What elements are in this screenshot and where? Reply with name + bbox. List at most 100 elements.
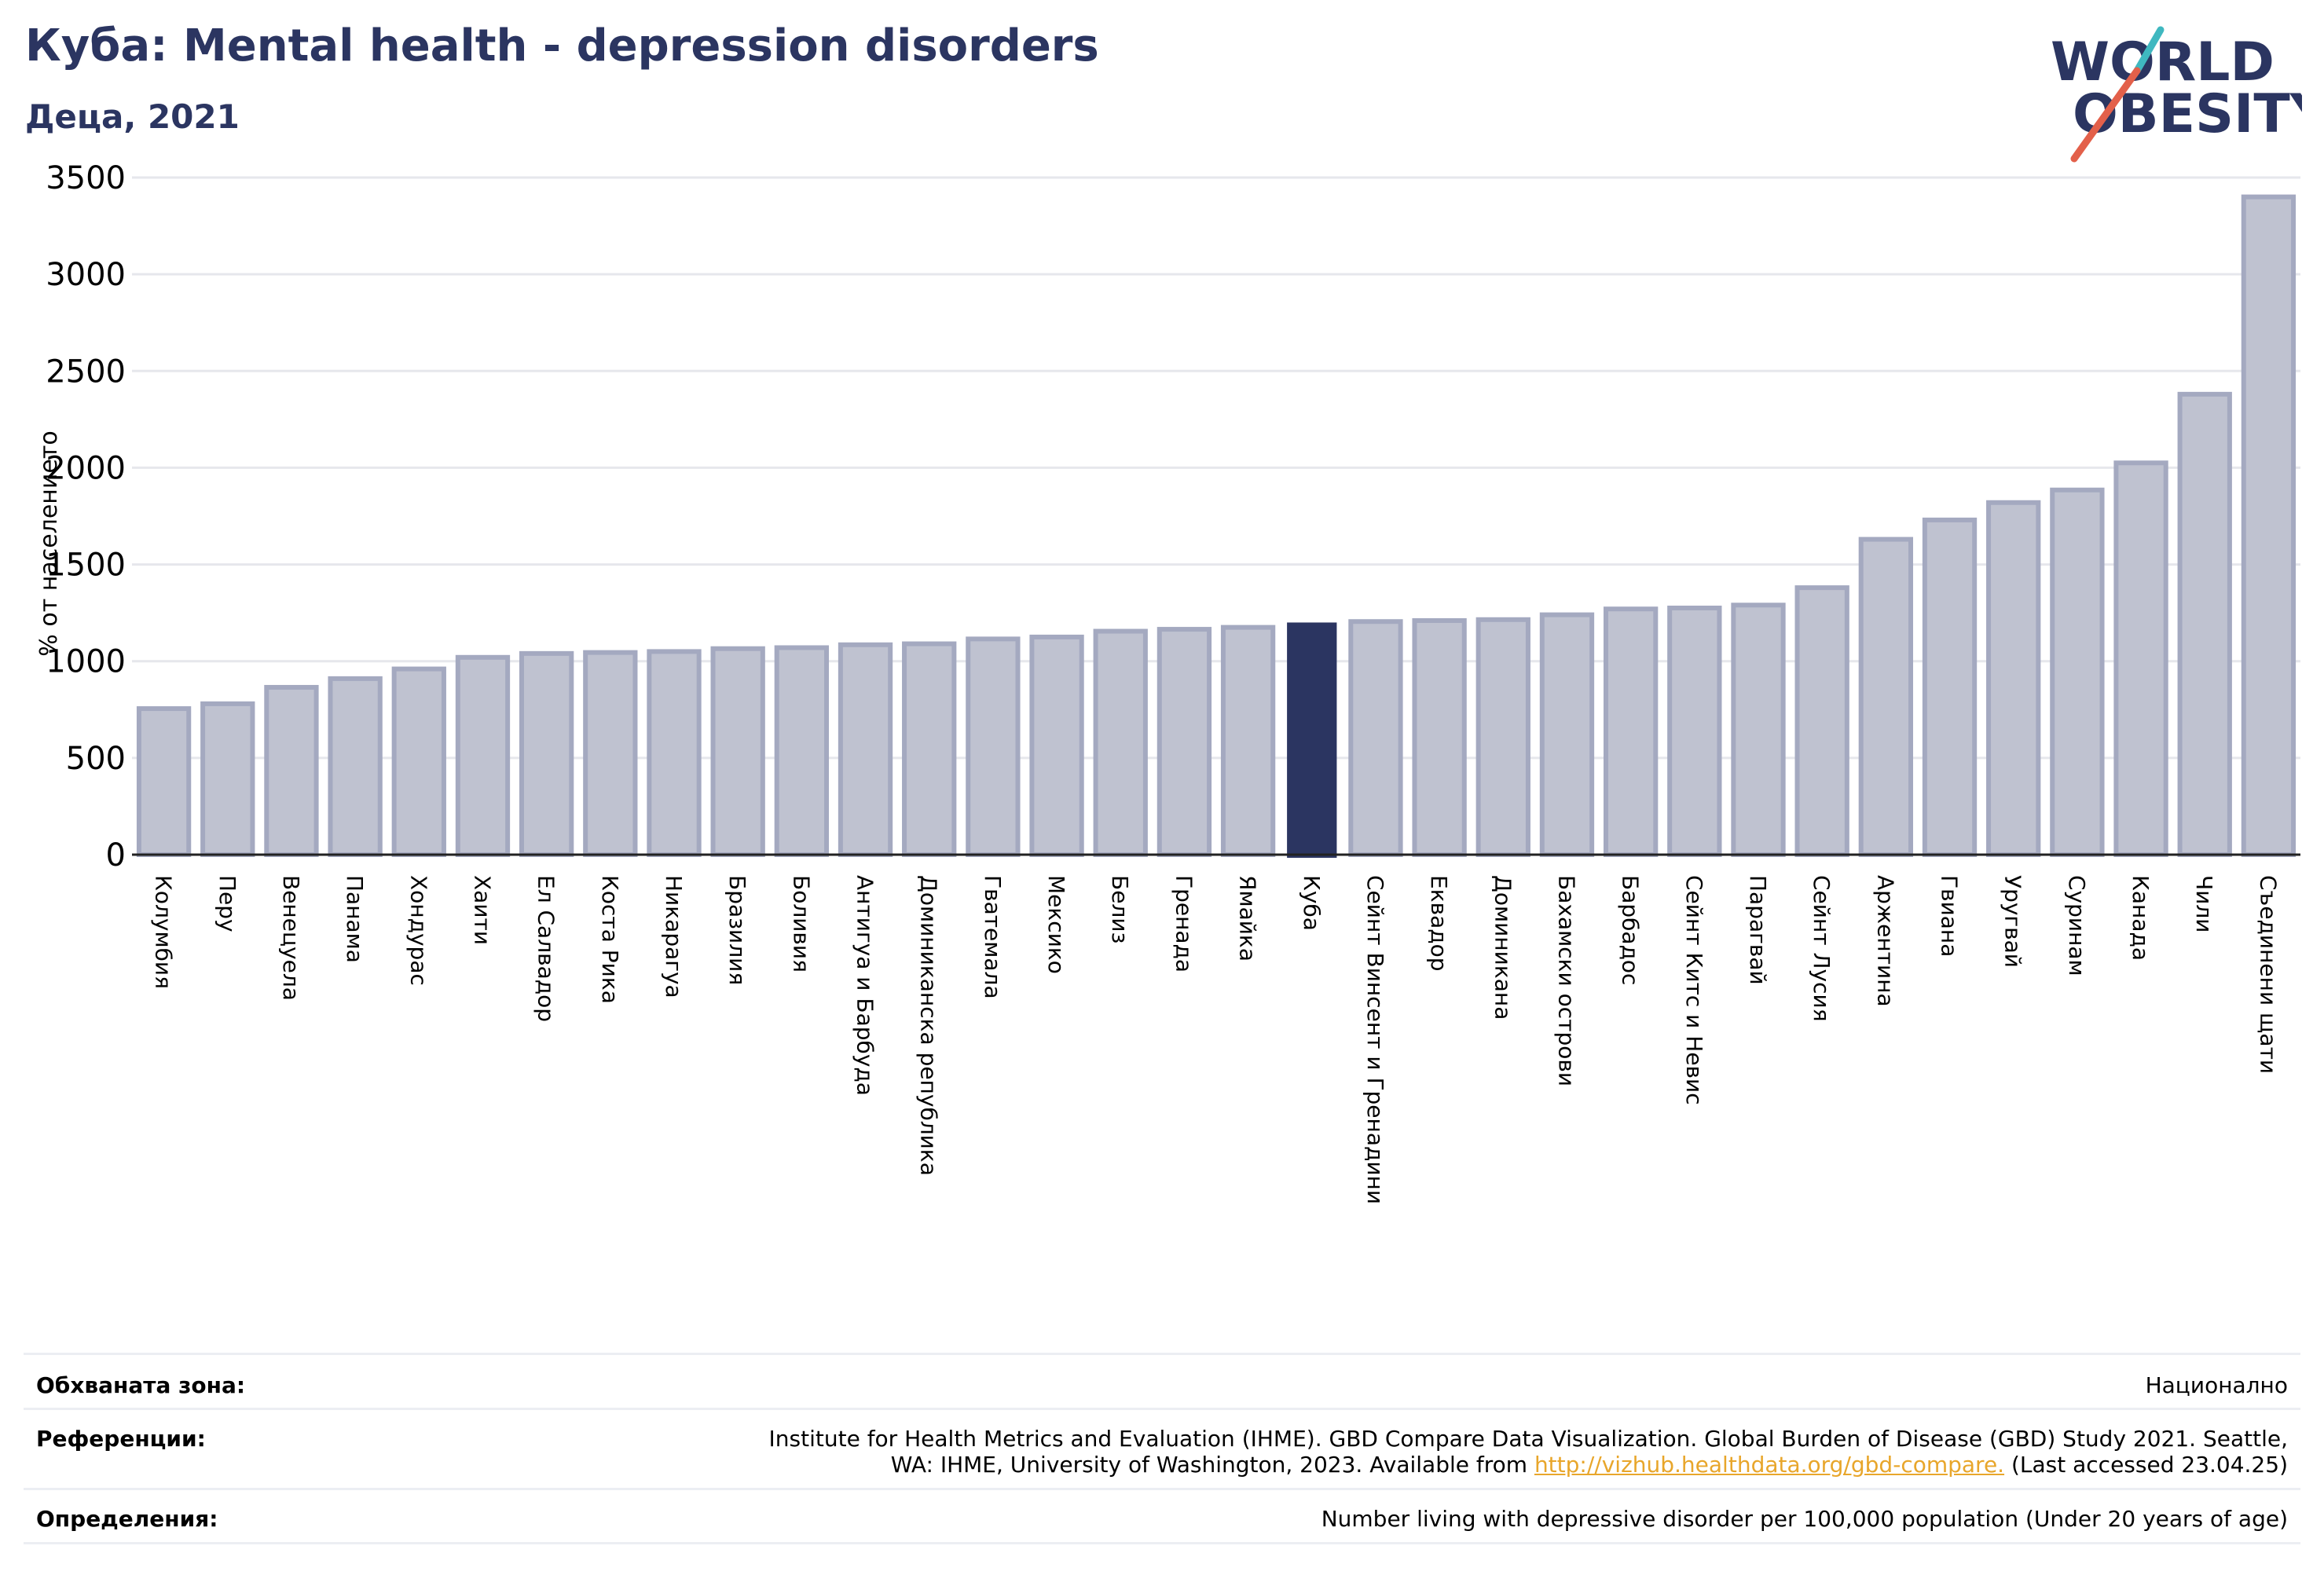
footer-row-references: Референции: Institute for Health Metrics… [24,1408,2300,1488]
bar [1348,619,1403,857]
y-tick-label: 3000 [46,257,126,293]
x-tick-label: Колумбия [151,875,177,989]
bar [264,684,319,857]
definitions-value: Number living with depressive disorder p… [1321,1506,2288,1532]
bar [1603,606,1659,858]
bar [647,649,702,858]
x-tick-label: Венецуела [278,875,304,1001]
references-line-2-start: WA: IHME, University of Washington, 2023… [890,1452,1534,1478]
world-obesity-logo: WORLD OBESITY [2051,26,2302,163]
coverage-value: Национално [2145,1372,2288,1398]
footer-table: Обхваната зона: Национално Референции: I… [24,1353,2300,1544]
bar [136,706,192,857]
bar [2241,194,2297,857]
bar [328,676,383,857]
x-tick-label: Чили [2191,875,2217,933]
logo-line-1: WORLD [2051,31,2275,93]
x-tick-label: Перу [214,875,240,932]
chart-title: Куба: Mental health - depression disorde… [25,20,1099,71]
y-tick-label: 3500 [46,160,126,196]
x-tick-label: Доминикана [1490,875,1516,1020]
x-tick-label: Коста Рика [597,875,623,1004]
y-tick-label: 1000 [46,644,126,680]
y-axis-ticks: 0 500 1000 1500 2000 2500 3000 3500 [46,160,126,874]
x-tick-label: Сейнт Винсент и Гренадини [1362,875,1388,1204]
bar [1731,603,1786,857]
x-tick-label: Антигуа и Барбуда [852,875,878,1096]
x-tick-label: Аржентина [1872,875,1898,1007]
definitions-label: Определения: [36,1506,218,1532]
bar [1220,625,1276,857]
logo-line-2: OBESITY [2073,83,2302,145]
logo-slash-red [2070,67,2141,163]
references-line-2: WA: IHME, University of Washington, 2023… [769,1452,2288,1478]
coverage-label: Обхваната зона: [36,1372,246,1398]
bar [710,646,765,857]
bar [1157,627,1212,857]
bar [1029,634,1084,858]
bar [1794,585,1849,858]
references-link[interactable]: http://vizhub.healthdata.org/gbd-compare… [1534,1452,2005,1478]
x-tick-label: Хаити [469,875,495,945]
x-tick-label: Сейнт Китс и Невис [1681,875,1707,1105]
references-line-2-end: (Last accessed 23.04.25) [2004,1452,2288,1478]
x-tick-label: Канада [2128,875,2154,961]
y-tick-label: 0 [106,837,126,874]
x-tick-label: Уругвай [2000,875,2026,968]
x-tick-label: Мексико [1043,875,1069,974]
bar-chart: 0 500 1000 1500 2000 2500 3000 3500 Колумбия Пер… [35,160,2300,1204]
x-tick-label: Куба [1299,875,1325,931]
references-line-1: Institute for Health Metrics and Evaluat… [768,1426,2288,1452]
x-tick-label: Суринам [2064,875,2090,976]
bar [455,654,511,857]
bar [391,666,446,858]
bar [1922,517,1978,857]
x-tick-label: Бразилия [724,875,750,985]
x-tick-label: Ел Салвадор [533,875,559,1022]
x-tick-label: Панама [342,875,368,963]
y-tick-label: 1500 [46,548,126,584]
x-tick-label: Белиз [1107,875,1133,943]
x-tick-label: Доминиканска република [916,875,942,1176]
bar [1858,537,1914,857]
x-tick-label: Гренада [1171,875,1197,972]
bar [1093,628,1148,857]
bar [838,642,893,858]
bar [1475,617,1530,858]
x-tick-label: Парагвай [1745,875,1771,985]
x-tick-label: Хондурас [405,875,431,986]
bar [2113,460,2168,857]
logo-slash-teal [2133,26,2165,75]
x-tick-label: Никарагуа [661,875,687,998]
chart-subtitle: Деца, 2021 [25,97,240,136]
footer-row-definitions: Определения: Number living with depressi… [24,1488,2300,1544]
y-tick-label: 2500 [46,353,126,390]
references-label: Референции: [36,1426,206,1452]
bar [583,650,638,857]
bar [1986,500,2041,857]
bar [966,636,1021,857]
x-tick-label: Барбадос [1618,875,1644,985]
bar [200,701,255,858]
bar [1412,617,1467,857]
bar [2177,391,2232,857]
footer-row-coverage: Обхваната зона: Национално [24,1353,2300,1408]
x-tick-label: Бахамски острови [1553,875,1579,1086]
y-axis-label: % от населението [35,430,63,656]
x-tick-label: Еквадор [1426,875,1452,972]
y-tick-label: 2000 [46,450,126,486]
bar [1539,612,1595,857]
bar [774,645,830,858]
x-tick-label: Гвиана [1937,875,1963,957]
y-tick-label: 500 [66,741,126,777]
x-tick-label: Съединени щати [2255,875,2281,1074]
x-tick-label: Гватемала [980,875,1006,999]
x-axis-labels: Колумбия Перу Венецуела Панама Хондурас Хаити… [151,875,2282,1204]
bar [1287,622,1337,858]
bar [1667,605,1722,857]
bar [902,641,957,857]
x-tick-label: Ямайка [1235,875,1261,961]
x-tick-label: Боливия [788,875,814,972]
bar [2050,487,2105,857]
x-tick-label: Сейнт Лусия [1809,875,1835,1022]
